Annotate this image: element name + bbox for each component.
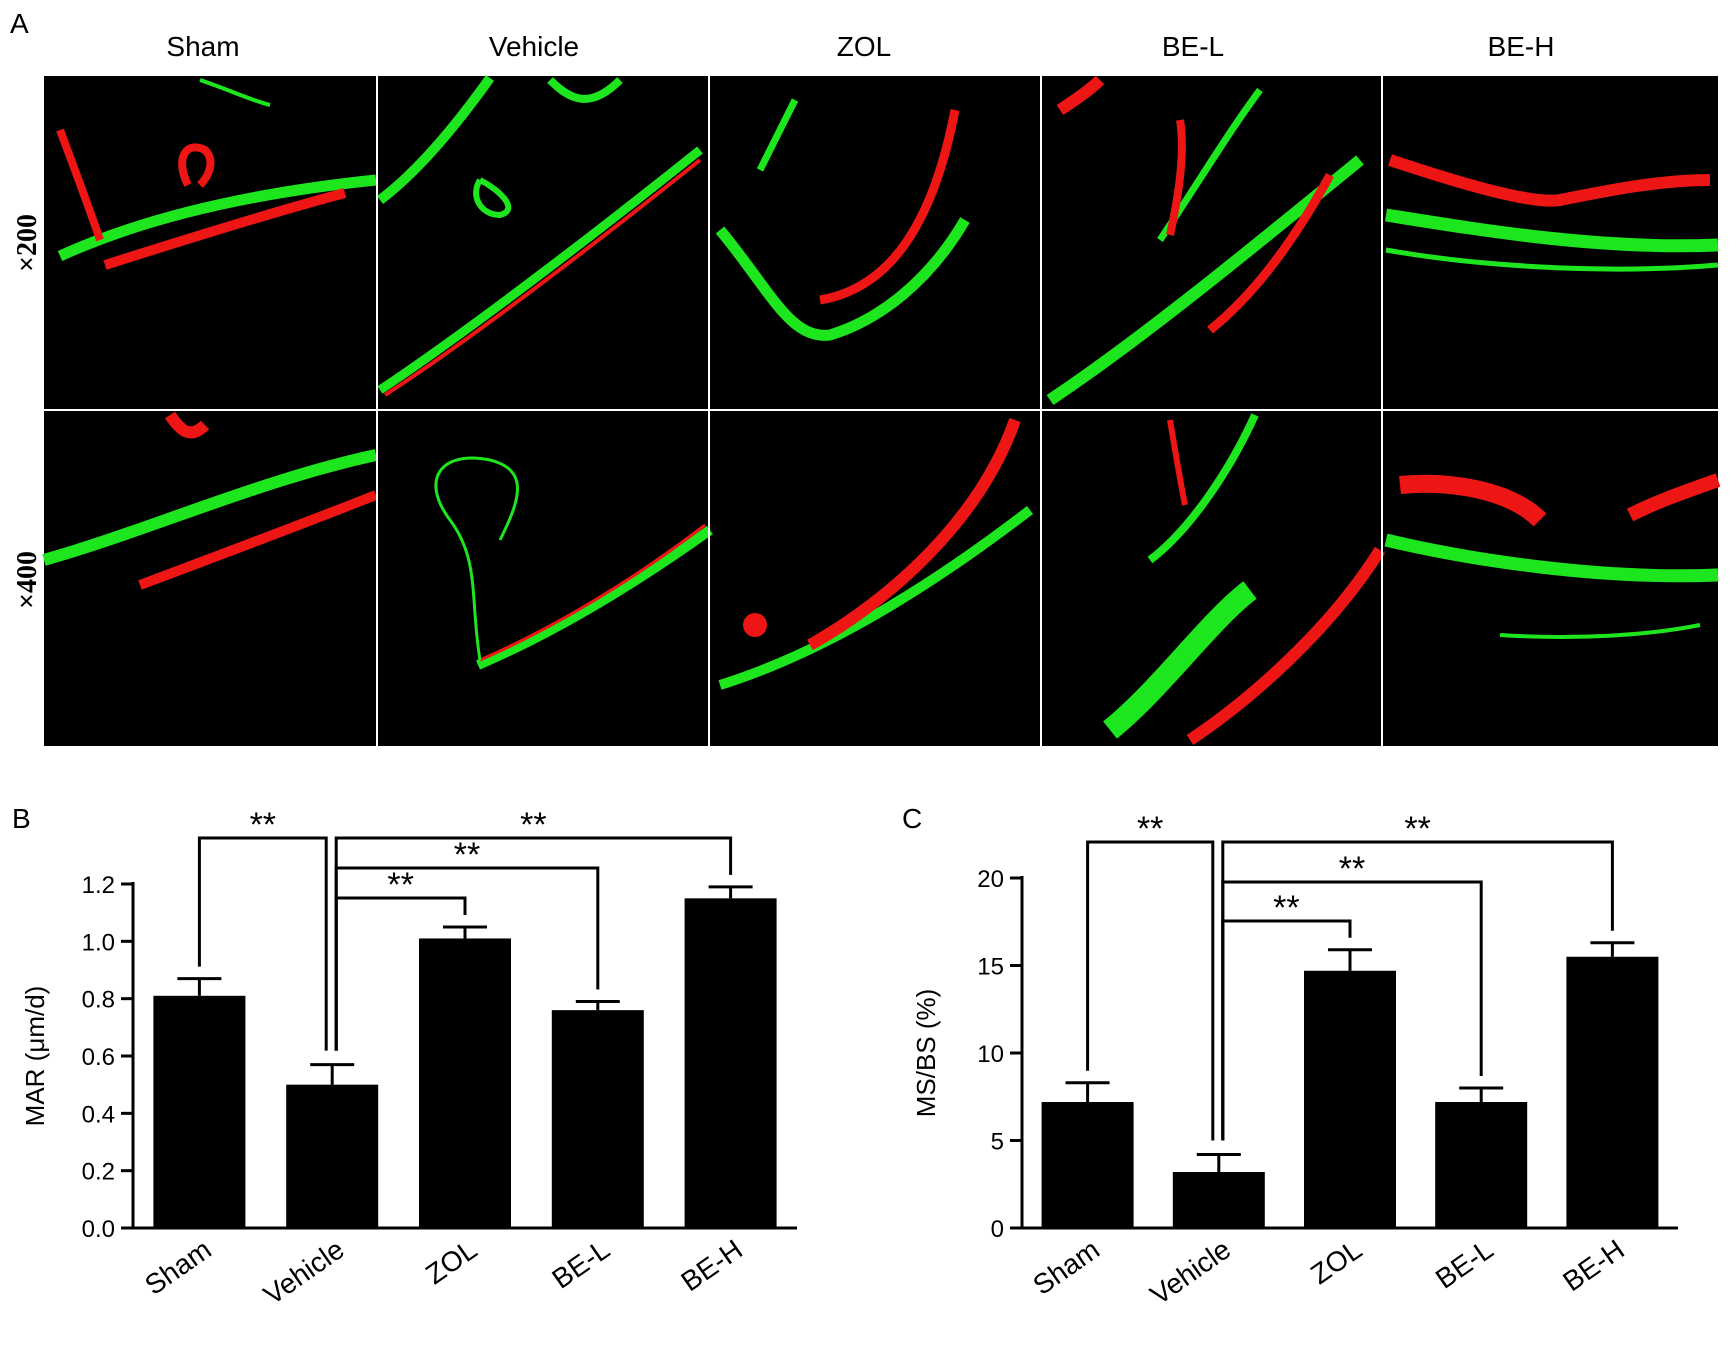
y-tick-label: 0.4 <box>82 1101 115 1128</box>
y-tick-label: 1.2 <box>82 872 115 899</box>
y-tick-label: 20 <box>977 866 1004 893</box>
x-tick-label-zol: ZOL <box>1305 1234 1367 1291</box>
bar-sham <box>153 995 246 1228</box>
y-axis-label: MAR (μm/d) <box>20 986 50 1127</box>
significance-marker-vehicle-be-h: ** <box>520 806 546 844</box>
row-label-x400: ×400 <box>12 551 43 609</box>
x-tick-label-be-l: BE-L <box>1430 1234 1499 1295</box>
y-tick-label: 1.0 <box>82 929 115 956</box>
chart-ms-bs: C 0 5 10 15 20 MS/BS (%) Sham Vehicle ZOL BE-L BE-H… <box>902 803 1678 1311</box>
panel-a-label: A <box>10 8 29 39</box>
significance-bracket-sham-vehicle <box>1086 840 1215 1141</box>
bar-zol <box>419 938 511 1228</box>
x-tick-label-vehicle: Vehicle <box>1144 1234 1236 1311</box>
micrograph-zol-x400 <box>718 418 1034 690</box>
significance-marker-vehicle-be-h: ** <box>1404 810 1430 848</box>
x-tick-label-sham: Sham <box>1027 1234 1105 1301</box>
micrograph-vehicle-x400 <box>434 456 713 670</box>
micrograph-be-l-x400 <box>1103 413 1386 745</box>
x-tick-label-be-h: BE-H <box>1557 1234 1630 1298</box>
column-label-sham: Sham <box>166 31 239 62</box>
significance-bracket-vehicle-be-h <box>334 836 733 1051</box>
significance-marker-vehicle-be-l: ** <box>1339 850 1365 888</box>
y-tick-label: 5 <box>991 1129 1004 1156</box>
row-label-x200: ×200 <box>12 214 43 272</box>
bar-be-h <box>1566 956 1659 1228</box>
bar-sham <box>1041 1102 1134 1228</box>
x-tick-label-zol: ZOL <box>420 1234 482 1291</box>
bar-zol <box>1304 970 1396 1228</box>
y-tick-label: 15 <box>977 954 1004 981</box>
x-tick-label-be-l: BE-L <box>546 1234 615 1295</box>
column-label-vehicle: Vehicle <box>489 31 579 62</box>
micrograph-vehicle-x200 <box>376 75 703 397</box>
bar-vehicle <box>1172 1172 1265 1228</box>
bar-be-l <box>551 1010 644 1228</box>
micrograph-sham-x400 <box>42 411 378 590</box>
panel-label: C <box>902 803 922 834</box>
y-tick-label: 10 <box>977 1041 1004 1068</box>
micrograph-sham-x200 <box>56 78 377 270</box>
micrograph-be-h-x200 <box>1384 154 1719 272</box>
significance-marker-sham-vehicle: ** <box>250 806 276 844</box>
bar-be-h <box>684 898 777 1228</box>
y-tick-label: 0.0 <box>82 1216 115 1243</box>
y-tick-label: 0.2 <box>82 1159 115 1186</box>
micrograph-be-h-x400 <box>1384 473 1721 639</box>
y-tick-label: 0.8 <box>82 987 115 1014</box>
bar-be-l <box>1435 1102 1528 1228</box>
micrograph-grid-lines <box>44 76 1718 746</box>
bar-vehicle <box>286 1084 379 1228</box>
y-axis-label: MS/BS (%) <box>911 989 941 1118</box>
significance-marker-sham-vehicle: ** <box>1137 810 1163 848</box>
x-tick-label-sham: Sham <box>139 1234 217 1301</box>
panel-a: A Sham Vehicle ZOL BE-L BE-H ×200 ×400 <box>10 8 1721 746</box>
significance-marker-vehicle-zol: ** <box>387 866 413 904</box>
column-label-be-l: BE-L <box>1162 31 1224 62</box>
chart-mar: B 0.0 0.2 0.4 0.6 0.8 1.0 1.2 MAR (μm/d) Sham Vehi… <box>12 803 797 1311</box>
y-tick-label: 0.6 <box>82 1044 115 1071</box>
significance-marker-vehicle-be-l: ** <box>454 836 480 874</box>
y-tick-label: 0 <box>991 1216 1004 1243</box>
significance-bracket-sham-vehicle <box>197 836 328 1051</box>
x-tick-label-be-h: BE-H <box>675 1234 748 1298</box>
column-label-be-h: BE-H <box>1488 31 1555 62</box>
x-tick-label-vehicle: Vehicle <box>258 1234 350 1311</box>
significance-bracket-vehicle-be-h <box>1221 840 1614 1141</box>
column-label-zol: ZOL <box>837 31 891 62</box>
significance-marker-vehicle-zol: ** <box>1273 889 1299 927</box>
panel-label: B <box>12 803 31 834</box>
micrograph-zol-x200 <box>715 98 970 341</box>
micrograph-be-l-x200 <box>1046 75 1364 405</box>
